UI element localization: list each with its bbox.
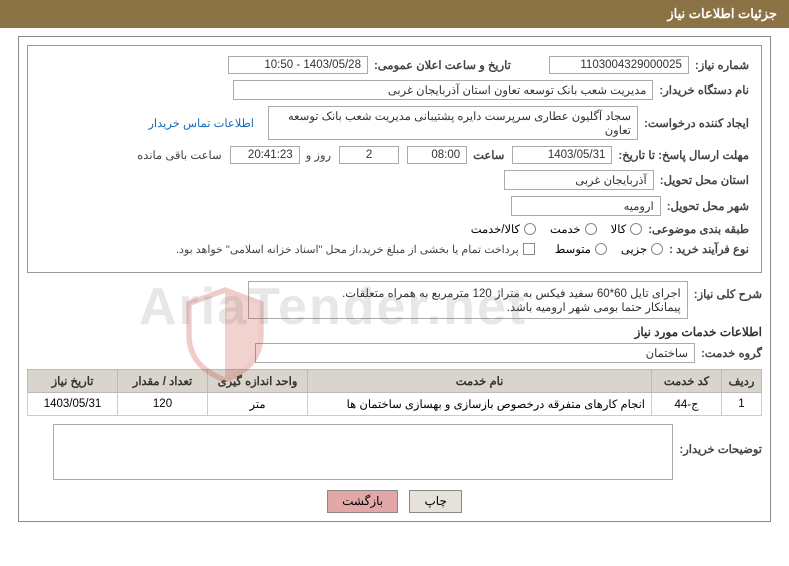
requester-label: ایجاد کننده درخواست:	[644, 116, 749, 130]
deliv-city-label: شهر محل تحویل:	[667, 199, 749, 213]
requester-value: سجاد آگلیون عطاری سرپرست دایره پشتیبانی …	[268, 106, 638, 140]
services-section-title: اطلاعات خدمات مورد نیاز	[27, 325, 762, 339]
announce-label: تاریخ و ساعت اعلان عمومی:	[374, 58, 511, 72]
subject-class-group: کالا خدمت کالا/خدمت	[471, 222, 643, 236]
service-group-label: گروه خدمت:	[701, 346, 762, 360]
radio-minor[interactable]: جزیی	[621, 242, 663, 256]
cell-date: 1403/05/31	[28, 393, 118, 416]
buyer-org-label: نام دستگاه خریدار:	[659, 83, 749, 97]
cell-unit: متر	[208, 393, 308, 416]
deadline-time: 08:00	[407, 146, 467, 164]
deliv-prov-label: استان محل تحویل:	[660, 173, 749, 187]
subject-class-label: طبقه بندی موضوعی:	[648, 222, 749, 236]
buyer-contact-link[interactable]: اطلاعات تماس خریدار	[148, 116, 254, 130]
need-no-value: 1103004329000025	[549, 56, 689, 74]
cell-row: 1	[722, 393, 762, 416]
buyer-notes-textarea[interactable]	[53, 424, 673, 480]
info-box: شماره نیاز: 1103004329000025 تاریخ و ساع…	[27, 45, 762, 273]
col-unit: واحد اندازه گیری	[208, 370, 308, 393]
radio-service[interactable]: خدمت	[550, 222, 597, 236]
footer-buttons: چاپ بازگشت	[27, 490, 762, 513]
col-name: نام خدمت	[308, 370, 652, 393]
cell-code: ج-44	[652, 393, 722, 416]
radio-medium[interactable]: متوسط	[555, 242, 607, 256]
deliv-prov-value: آذربایجان غربی	[504, 170, 654, 190]
col-code: کد خدمت	[652, 370, 722, 393]
need-no-label: شماره نیاز:	[695, 58, 749, 72]
time-label: ساعت	[473, 148, 504, 162]
col-row: ردیف	[722, 370, 762, 393]
treasury-checkbox[interactable]	[523, 243, 535, 255]
services-table: ردیف کد خدمت نام خدمت واحد اندازه گیری ت…	[27, 369, 762, 416]
col-date: تاریخ نیاز	[28, 370, 118, 393]
page-title: جزئیات اطلاعات نیاز	[667, 6, 777, 21]
radio-goods[interactable]: کالا	[611, 222, 643, 236]
remaining-label: ساعت باقی مانده	[137, 148, 221, 162]
buy-type-label: نوع فرآیند خرید :	[669, 242, 749, 256]
table-row: 1 ج-44 انجام کارهای متفرقه درخصوص بازساز…	[28, 393, 762, 416]
buy-type-group: جزیی متوسط	[555, 242, 663, 256]
main-frame: AriaTender.net شماره نیاز: 1103004329000…	[18, 36, 771, 522]
desc-label: شرح کلی نیاز:	[694, 287, 762, 301]
deliv-city-value: ارومیه	[511, 196, 661, 216]
radio-goods-service[interactable]: کالا/خدمت	[471, 222, 536, 236]
announce-value: 1403/05/28 - 10:50	[228, 56, 368, 74]
cell-name: انجام کارهای متفرقه درخصوص بازسازی و بهس…	[308, 393, 652, 416]
payment-note: پرداخت تمام یا بخشی از مبلغ خرید،از محل …	[176, 243, 519, 256]
deadline-label: مهلت ارسال پاسخ: تا تاریخ:	[618, 148, 749, 162]
countdown: 20:41:23	[230, 146, 300, 164]
days-left: 2	[339, 146, 399, 164]
print-button[interactable]: چاپ	[409, 490, 461, 513]
cell-qty: 120	[118, 393, 208, 416]
back-button[interactable]: بازگشت	[327, 490, 398, 513]
page-header: جزئیات اطلاعات نیاز	[0, 0, 789, 28]
days-and: روز و	[306, 148, 331, 162]
buyer-org-value: مدیریت شعب بانک توسعه تعاون استان آذربای…	[233, 80, 653, 100]
service-group-value: ساختمان	[255, 343, 695, 363]
table-header-row: ردیف کد خدمت نام خدمت واحد اندازه گیری ت…	[28, 370, 762, 393]
buyer-notes-label: توضیحات خریدار:	[679, 442, 762, 456]
desc-text: اجرای تایل 60*60 سفید فیکس به متراژ 120 …	[248, 281, 688, 319]
deadline-date: 1403/05/31	[512, 146, 612, 164]
col-qty: تعداد / مقدار	[118, 370, 208, 393]
